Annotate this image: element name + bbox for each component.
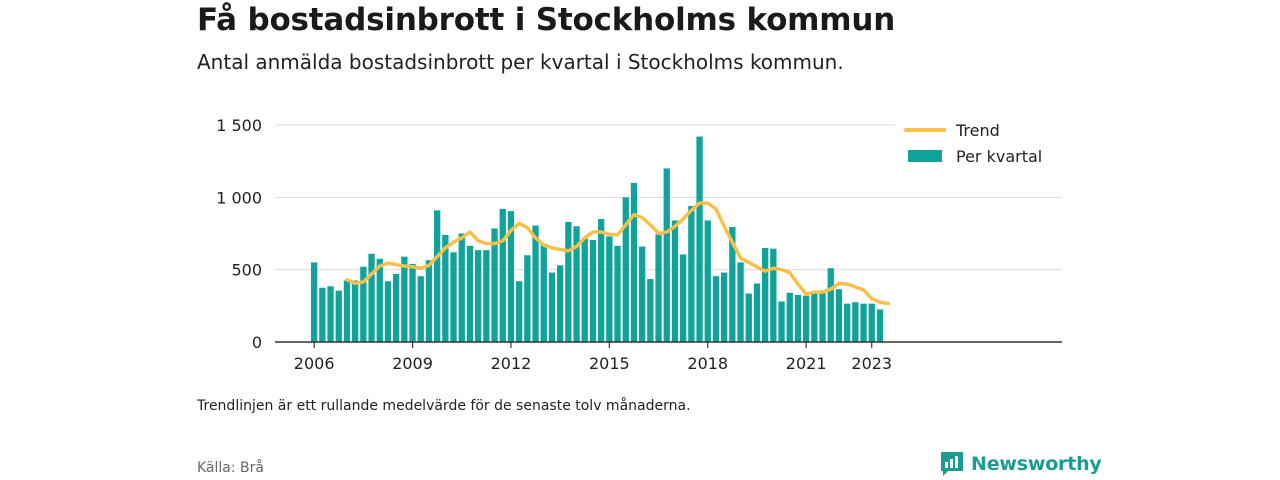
bar — [647, 279, 654, 342]
bar — [729, 226, 736, 342]
legend: Trend Per kvartal — [895, 120, 1065, 178]
brand-name: Newsworthy — [971, 453, 1102, 475]
bar — [704, 220, 711, 342]
bar — [622, 197, 629, 342]
bar — [737, 262, 744, 342]
bar — [860, 303, 867, 342]
bar — [401, 256, 408, 342]
source-credit: Källa: Brå — [197, 460, 264, 476]
bar — [581, 238, 588, 342]
bar — [696, 136, 703, 342]
bar — [573, 226, 580, 342]
bar — [409, 263, 416, 342]
bar — [352, 280, 359, 342]
bar — [507, 211, 515, 342]
bar — [516, 281, 523, 342]
bar — [565, 221, 572, 342]
bar — [343, 280, 351, 342]
bar — [376, 258, 383, 342]
trend-footnote: Trendlinjen är ett rullande medelvärde f… — [197, 398, 691, 414]
bar — [450, 252, 457, 342]
bar — [786, 292, 793, 342]
x-tick-label: 2012 — [491, 354, 532, 373]
bar — [499, 208, 506, 342]
bar — [483, 250, 490, 342]
bar — [794, 294, 802, 342]
bar — [876, 309, 884, 342]
bar — [434, 210, 441, 342]
bar — [442, 234, 449, 342]
bar — [688, 206, 695, 342]
trend-line — [345, 201, 890, 306]
bar — [327, 286, 334, 342]
bar-series — [311, 136, 884, 342]
bar — [614, 245, 621, 342]
bar — [778, 301, 785, 342]
bar — [630, 182, 638, 342]
bar — [819, 292, 826, 342]
bar — [540, 243, 547, 342]
y-axis-ticks: 0 500 1 000 1 500 — [216, 116, 262, 352]
bar — [606, 236, 613, 342]
x-tick-label: 2015 — [589, 354, 630, 373]
bar — [753, 283, 761, 342]
bar — [425, 260, 433, 342]
x-tick-label: 2018 — [687, 354, 728, 373]
bar — [639, 246, 646, 342]
chart-subtitle: Antal anmälda bostadsinbrott per kvartal… — [197, 50, 844, 74]
bar — [466, 245, 474, 342]
bar — [311, 262, 318, 342]
legend-trend-label: Trend — [955, 121, 1000, 140]
bar — [458, 233, 465, 342]
bar — [532, 225, 539, 342]
bar — [712, 276, 720, 342]
x-axis-ticks: 2006 2009 2012 2015 2018 2021 2023 — [294, 342, 892, 373]
bar — [844, 303, 851, 342]
bar — [655, 234, 662, 342]
bar — [663, 168, 670, 342]
bar — [762, 247, 769, 342]
bar — [417, 276, 424, 342]
y-tick-label: 1 000 — [216, 188, 262, 207]
chart-title: Få bostadsinbrott i Stockholms kommun — [197, 2, 896, 38]
legend-bar-label: Per kvartal — [956, 147, 1042, 166]
bar — [335, 290, 342, 342]
newsworthy-logo[interactable]: Newsworthy — [939, 450, 1102, 478]
bar — [803, 295, 810, 342]
bar — [368, 253, 375, 342]
bar — [598, 219, 605, 342]
bar — [868, 303, 875, 342]
bar — [827, 268, 834, 342]
trend-series — [345, 201, 890, 306]
y-tick-label: 500 — [231, 261, 262, 280]
bar — [319, 287, 326, 342]
bar — [835, 289, 843, 342]
x-tick-label: 2009 — [392, 354, 433, 373]
legend-bar-swatch — [908, 150, 942, 162]
bar — [589, 240, 597, 342]
x-tick-label: 2006 — [294, 354, 335, 373]
bar — [680, 254, 687, 342]
bar-chart-logo-icon — [941, 452, 963, 476]
bar — [770, 248, 777, 342]
bar — [721, 272, 728, 342]
bar — [360, 266, 367, 342]
bar — [475, 250, 482, 342]
bar — [671, 220, 679, 342]
bar — [384, 281, 392, 342]
bar — [745, 293, 752, 342]
bar — [548, 272, 556, 342]
x-tick-label: 2021 — [786, 354, 827, 373]
bar — [393, 274, 400, 342]
y-tick-label: 1 500 — [216, 116, 262, 135]
bar — [852, 302, 859, 342]
bar — [811, 293, 818, 342]
bar — [524, 255, 531, 342]
x-tick-label: 2023 — [851, 354, 892, 373]
bar — [557, 265, 564, 342]
bar — [491, 228, 498, 342]
y-tick-label: 0 — [252, 333, 262, 352]
